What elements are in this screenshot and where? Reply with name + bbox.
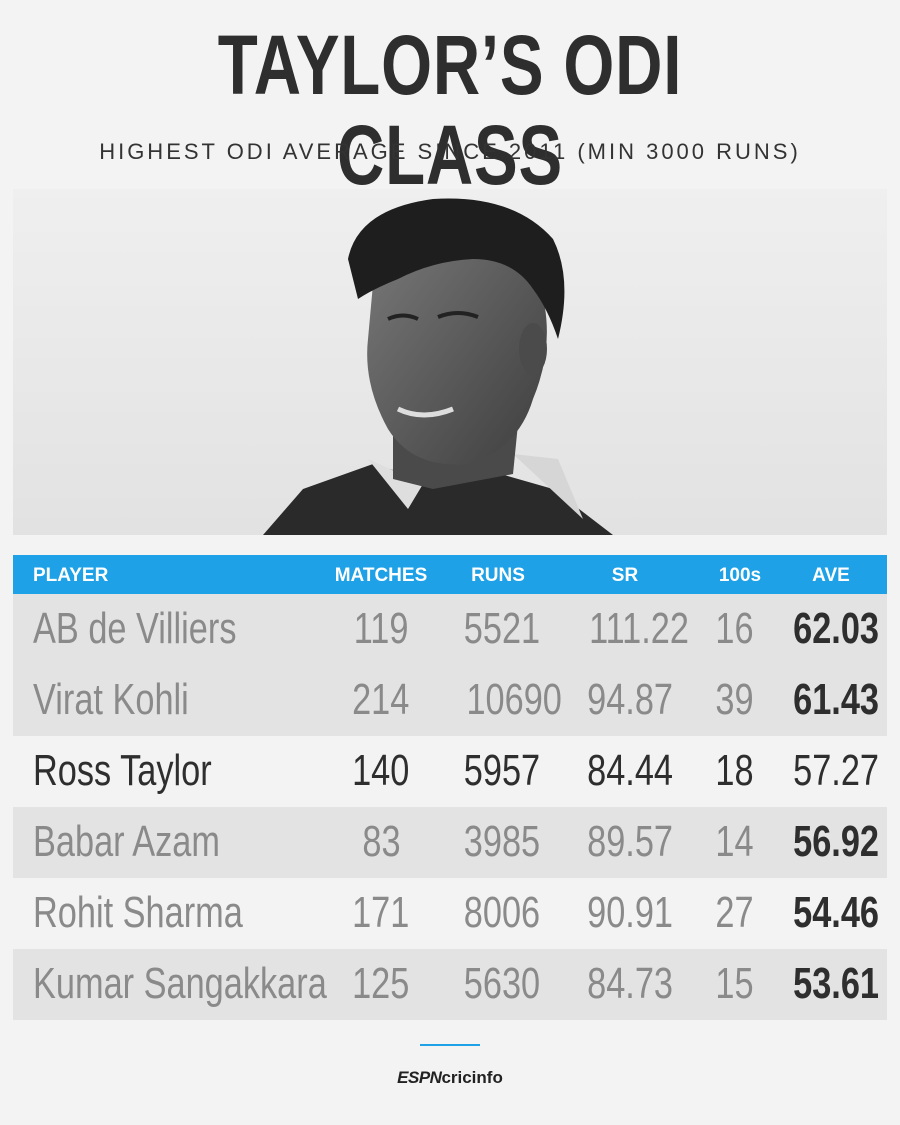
cell-runs: 5521: [463, 604, 541, 653]
page-title: TAYLOR’S ODI CLASS: [217, 18, 683, 202]
cell-hundreds: 15: [715, 959, 754, 1008]
cell-sr: 84.44: [587, 746, 673, 795]
cell-hundreds: 39: [715, 675, 754, 724]
cell-sr: 111.22: [589, 604, 689, 653]
cell-ave: 53.61: [793, 959, 879, 1008]
cell-sr: 90.91: [587, 888, 673, 937]
cell-runs: 5957: [463, 746, 541, 795]
footer-divider: [420, 1044, 480, 1046]
table-row-highlighted: Ross Taylor 140 5957 84.44 18 57.27: [13, 736, 887, 807]
cell-player: AB de Villiers: [33, 604, 237, 653]
cell-matches: 214: [352, 675, 410, 724]
table-row: AB de Villiers 119 5521 111.22 16 62.03: [13, 594, 887, 665]
cell-player: Ross Taylor: [33, 746, 212, 795]
table-row: Kumar Sangakkara 125 5630 84.73 15 53.61: [13, 949, 887, 1020]
cell-sr: 89.57: [587, 817, 673, 866]
cell-runs: 10690: [466, 675, 562, 724]
cell-matches: 125: [352, 959, 410, 1008]
cell-player: Kumar Sangakkara: [33, 959, 327, 1008]
col-header-matches: MATCHES: [334, 565, 428, 586]
col-header-player: PLAYER: [33, 565, 109, 586]
logo-cricinfo: cricinfo: [441, 1068, 503, 1087]
cell-sr: 84.73: [587, 959, 673, 1008]
table-row: Babar Azam 83 3985 89.57 14 56.92: [13, 807, 887, 878]
cell-matches: 171: [352, 888, 410, 937]
cell-matches: 119: [353, 604, 409, 653]
cell-runs: 8006: [463, 888, 541, 937]
cell-ave: 56.92: [793, 817, 879, 866]
logo-espn: ESPN: [397, 1068, 442, 1087]
cell-player: Virat Kohli: [33, 675, 189, 724]
cell-ave: 62.03: [793, 604, 879, 653]
player-photo: [13, 189, 887, 535]
col-header-sr: SR: [611, 565, 639, 586]
cell-runs: 5630: [463, 959, 541, 1008]
table-row: Rohit Sharma 171 8006 90.91 27 54.46: [13, 878, 887, 949]
table-row: Virat Kohli 214 10690 94.87 39 61.43: [13, 665, 887, 736]
cell-hundreds: 14: [715, 817, 754, 866]
cell-runs: 3985: [463, 817, 541, 866]
cell-ave: 57.27: [793, 746, 879, 795]
cell-matches: 140: [352, 746, 410, 795]
cell-player: Babar Azam: [33, 817, 220, 866]
player-portrait-image: [13, 189, 887, 535]
table-header: PLAYER MATCHES RUNS SR 100s AVE: [13, 555, 887, 594]
col-header-hundreds: 100s: [718, 565, 762, 586]
cell-sr: 94.87: [587, 675, 673, 724]
col-header-ave: AVE: [812, 565, 850, 586]
cell-hundreds: 16: [715, 604, 754, 653]
espncricinfo-logo: ESPNcricinfo: [0, 1068, 900, 1088]
cell-player: Rohit Sharma: [33, 888, 243, 937]
cell-ave: 61.43: [793, 675, 879, 724]
col-header-runs: RUNS: [471, 565, 525, 586]
cell-hundreds: 27: [715, 888, 754, 937]
cell-hundreds: 18: [715, 746, 754, 795]
cell-ave: 54.46: [793, 888, 879, 937]
page-subtitle: HIGHEST ODI AVERAGE SINCE 2011 (MIN 3000…: [99, 139, 801, 164]
cell-matches: 83: [361, 817, 401, 866]
stats-table: PLAYER MATCHES RUNS SR 100s AVE AB de Vi…: [13, 555, 887, 1020]
